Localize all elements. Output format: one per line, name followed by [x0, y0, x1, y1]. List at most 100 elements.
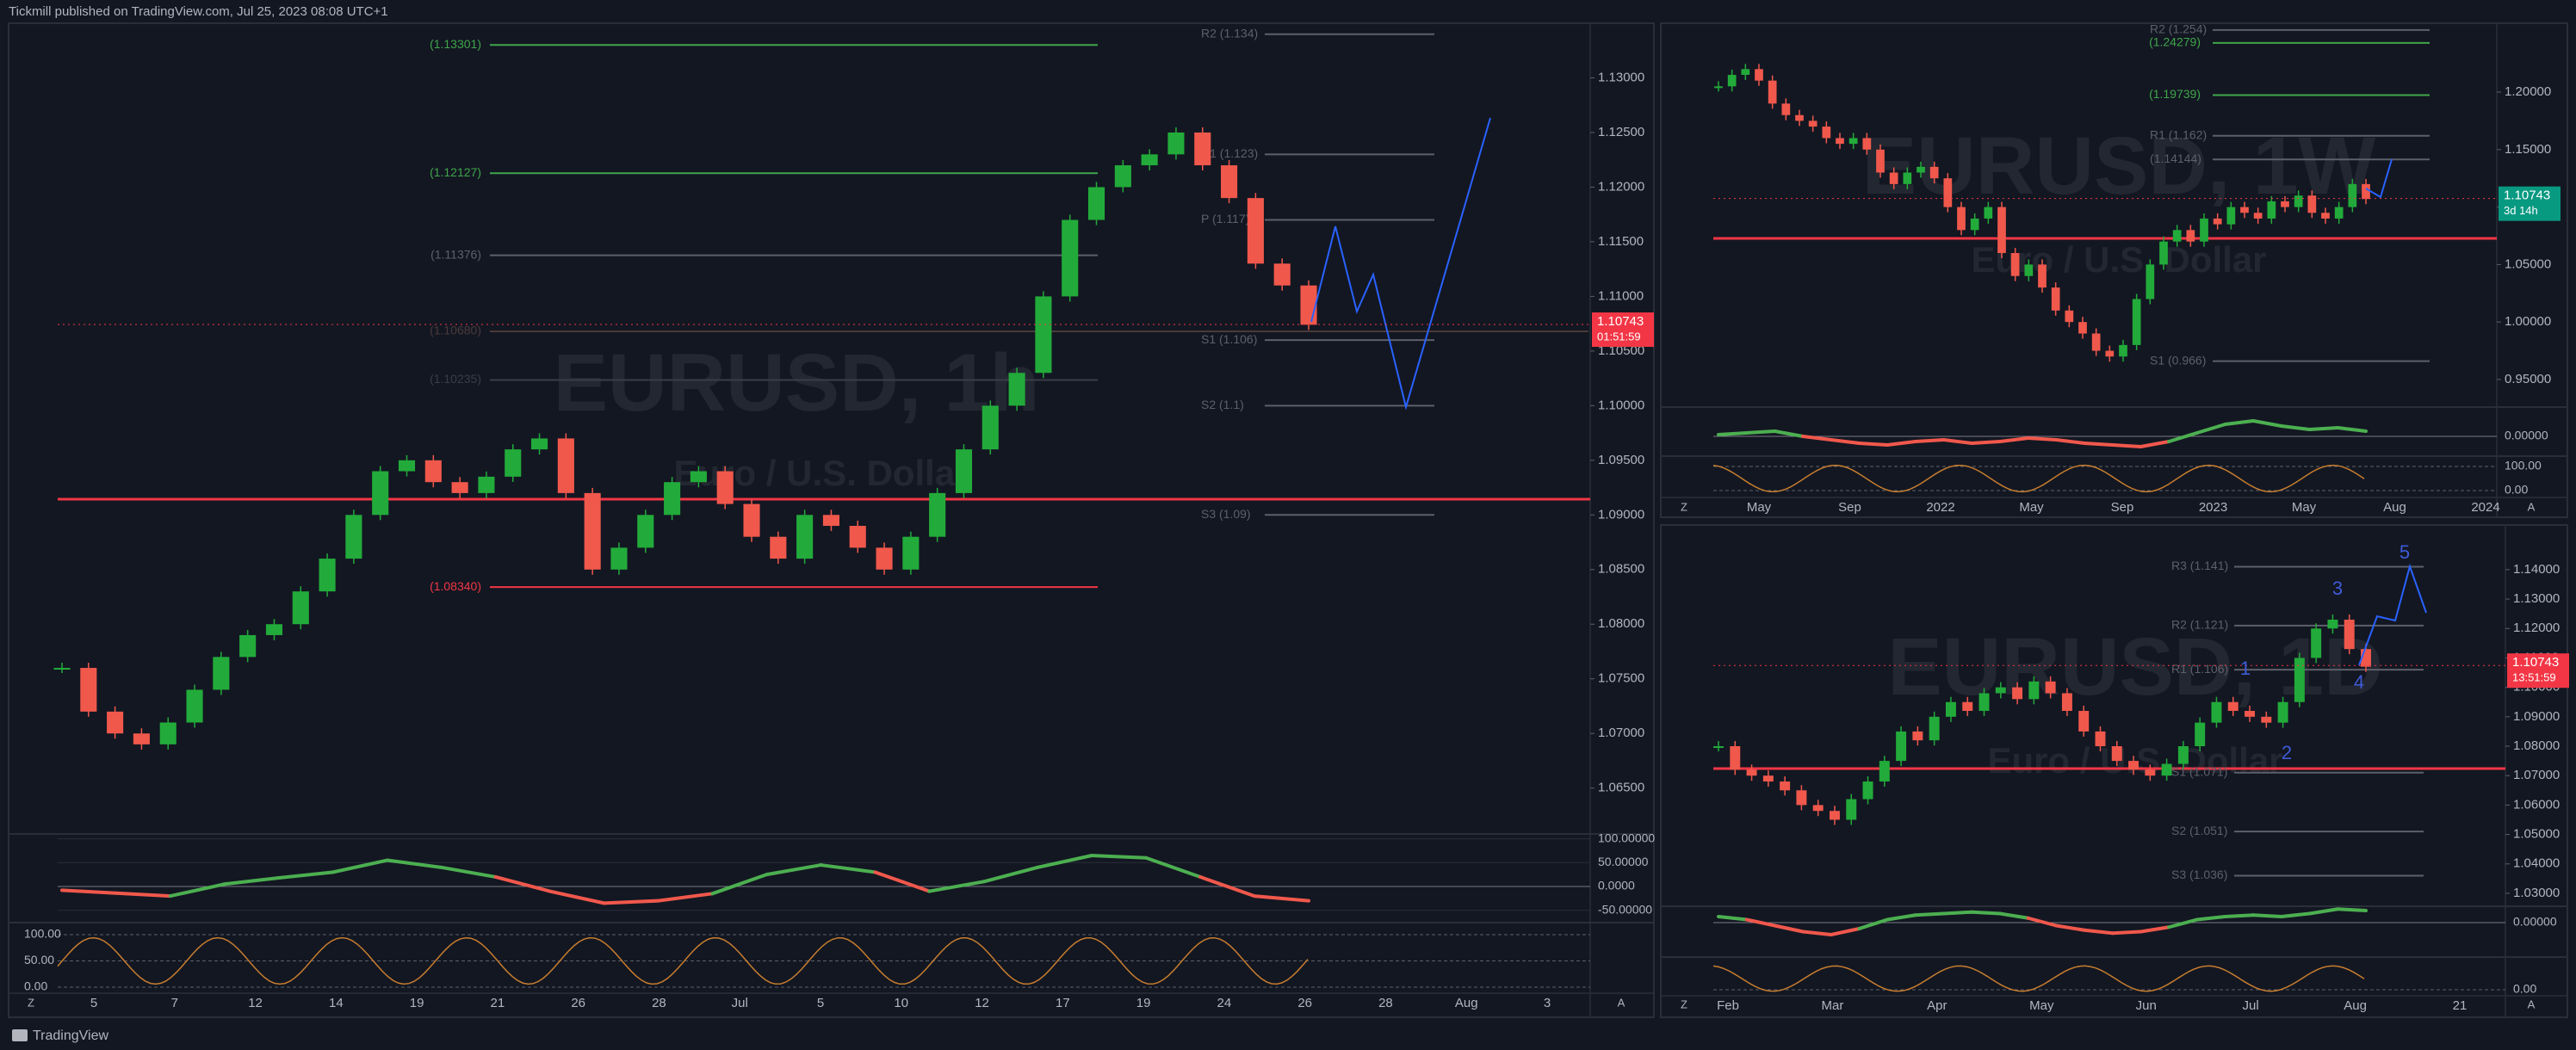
- oscillator-segment: [2195, 423, 2227, 435]
- time-label: 17: [1056, 996, 1070, 1010]
- stochastic-line: [1712, 965, 2365, 992]
- candle: [2253, 213, 2263, 219]
- scale-button[interactable]: Z: [1681, 998, 1687, 1010]
- price-tick-label: 1.08000: [1598, 616, 1644, 631]
- level-label: (1.24279): [2149, 35, 2201, 49]
- scale-button[interactable]: A: [2528, 998, 2536, 1010]
- projection-path: [1310, 117, 1491, 411]
- oscillator-segment: [1744, 429, 1777, 435]
- projection-path: [2358, 563, 2427, 666]
- candle: [53, 668, 71, 670]
- time-label: 28: [1378, 996, 1393, 1010]
- oscillator-segment: [1144, 855, 1203, 879]
- last-price-tag: [2507, 653, 2569, 689]
- candle: [2281, 201, 2289, 207]
- candle: [2213, 218, 2222, 225]
- oscillator-segment: [2083, 442, 2115, 447]
- footer-brand: TradingView: [33, 1028, 108, 1043]
- oscillator-segment: [602, 899, 660, 905]
- candle: [1945, 701, 1956, 717]
- oscillator-segment: [2279, 424, 2312, 431]
- candle: [2172, 230, 2182, 242]
- candle: [1876, 149, 1885, 173]
- time-label: Aug: [2344, 998, 2367, 1013]
- oscillator-segment: [1090, 853, 1149, 860]
- stochastic-tick-label: 0.00: [2513, 982, 2536, 996]
- time-label: Jul: [2243, 998, 2259, 1013]
- candle: [1822, 127, 1831, 139]
- scale-button[interactable]: Z: [28, 996, 34, 1009]
- price-tick-label: 1.05000: [2513, 827, 2560, 842]
- last-price-tag: [1592, 312, 1654, 348]
- candle: [1035, 296, 1052, 374]
- oscillator-segment: [1717, 431, 1749, 436]
- oscillator-segment: [1829, 927, 1861, 936]
- candle: [557, 438, 574, 493]
- level-label: R1 (1.106): [2171, 662, 2228, 676]
- symbol-watermark: EURUSD, 1D: [1887, 621, 2382, 713]
- candle: [2078, 710, 2090, 732]
- candle: [319, 559, 336, 592]
- candle: [770, 536, 787, 559]
- oscillator-segment: [2139, 440, 2171, 448]
- price-tick-label: 1.20000: [2505, 84, 2551, 99]
- candle: [2095, 731, 2106, 747]
- candle: [1978, 693, 1990, 711]
- oscillator-segment: [60, 888, 118, 895]
- candle: [2344, 619, 2355, 650]
- time-label: Apr: [1927, 998, 1947, 1013]
- oscillator-segment: [710, 873, 769, 896]
- candle: [2119, 344, 2127, 357]
- candle: [1713, 746, 1724, 749]
- stochastic-tick-label: 100.00: [24, 927, 61, 941]
- scale-button[interactable]: A: [1618, 996, 1625, 1009]
- level-label: R2 (1.134): [1201, 26, 1258, 40]
- oscillator-segment: [1941, 438, 1974, 445]
- price-tick-label: 1.13000: [2513, 591, 2560, 606]
- price-tick-label: 1.00000: [2505, 314, 2551, 329]
- candle: [398, 460, 416, 472]
- oscillator-segment: [1801, 930, 1833, 936]
- candle: [1903, 172, 1912, 184]
- level-label: S3 (1.09): [1201, 507, 1251, 521]
- oscillator-segment: [2307, 907, 2340, 916]
- oscillator-segment: [331, 858, 389, 874]
- candle: [2211, 701, 2222, 723]
- candle: [1970, 218, 1979, 231]
- price-tick-label: 1.08500: [1598, 562, 1644, 577]
- candle: [1273, 263, 1291, 286]
- oscillator-segment: [1036, 853, 1094, 869]
- candle: [716, 471, 734, 504]
- level-label: R1 (1.123): [1201, 146, 1258, 160]
- scale-button[interactable]: A: [2528, 500, 2536, 513]
- candle: [1781, 103, 1791, 115]
- scale-button[interactable]: Z: [1681, 500, 1687, 513]
- wave-label: 1: [2240, 658, 2251, 679]
- candle: [1247, 198, 1264, 264]
- time-label: 2024: [2471, 500, 2499, 515]
- oscillator-segment: [2223, 913, 2256, 918]
- candle: [2307, 195, 2317, 213]
- chart-panel: EURUSD, 1D Euro / U.S. Dollar 1.14000 1.130…: [1660, 524, 2569, 1018]
- level-label: S3 (1.036): [2171, 868, 2227, 881]
- candle: [1300, 285, 1317, 325]
- price-tick-label: 1.08000: [2513, 738, 2560, 753]
- price-tick-label: 1.03000: [2513, 886, 2560, 900]
- time-label: 24: [1217, 996, 1232, 1010]
- time-label: 21: [2453, 998, 2468, 1013]
- candle: [876, 547, 893, 570]
- price-tick-label: 1.15000: [2505, 142, 2551, 157]
- level-label: (1.13301): [430, 37, 481, 51]
- oscillator-segment: [2054, 438, 2087, 445]
- oscillator-segment: [819, 863, 877, 874]
- price-countdown: 01:51:59: [1597, 330, 1641, 343]
- candle: [1848, 138, 1858, 145]
- oscillator-segment: [2279, 911, 2312, 918]
- candle: [2145, 769, 2156, 776]
- level-label: S1 (0.966): [2150, 353, 2206, 367]
- price-tick-label: 1.12000: [2513, 621, 2560, 635]
- oscillator-tick-label: 100.00000: [1598, 831, 1655, 844]
